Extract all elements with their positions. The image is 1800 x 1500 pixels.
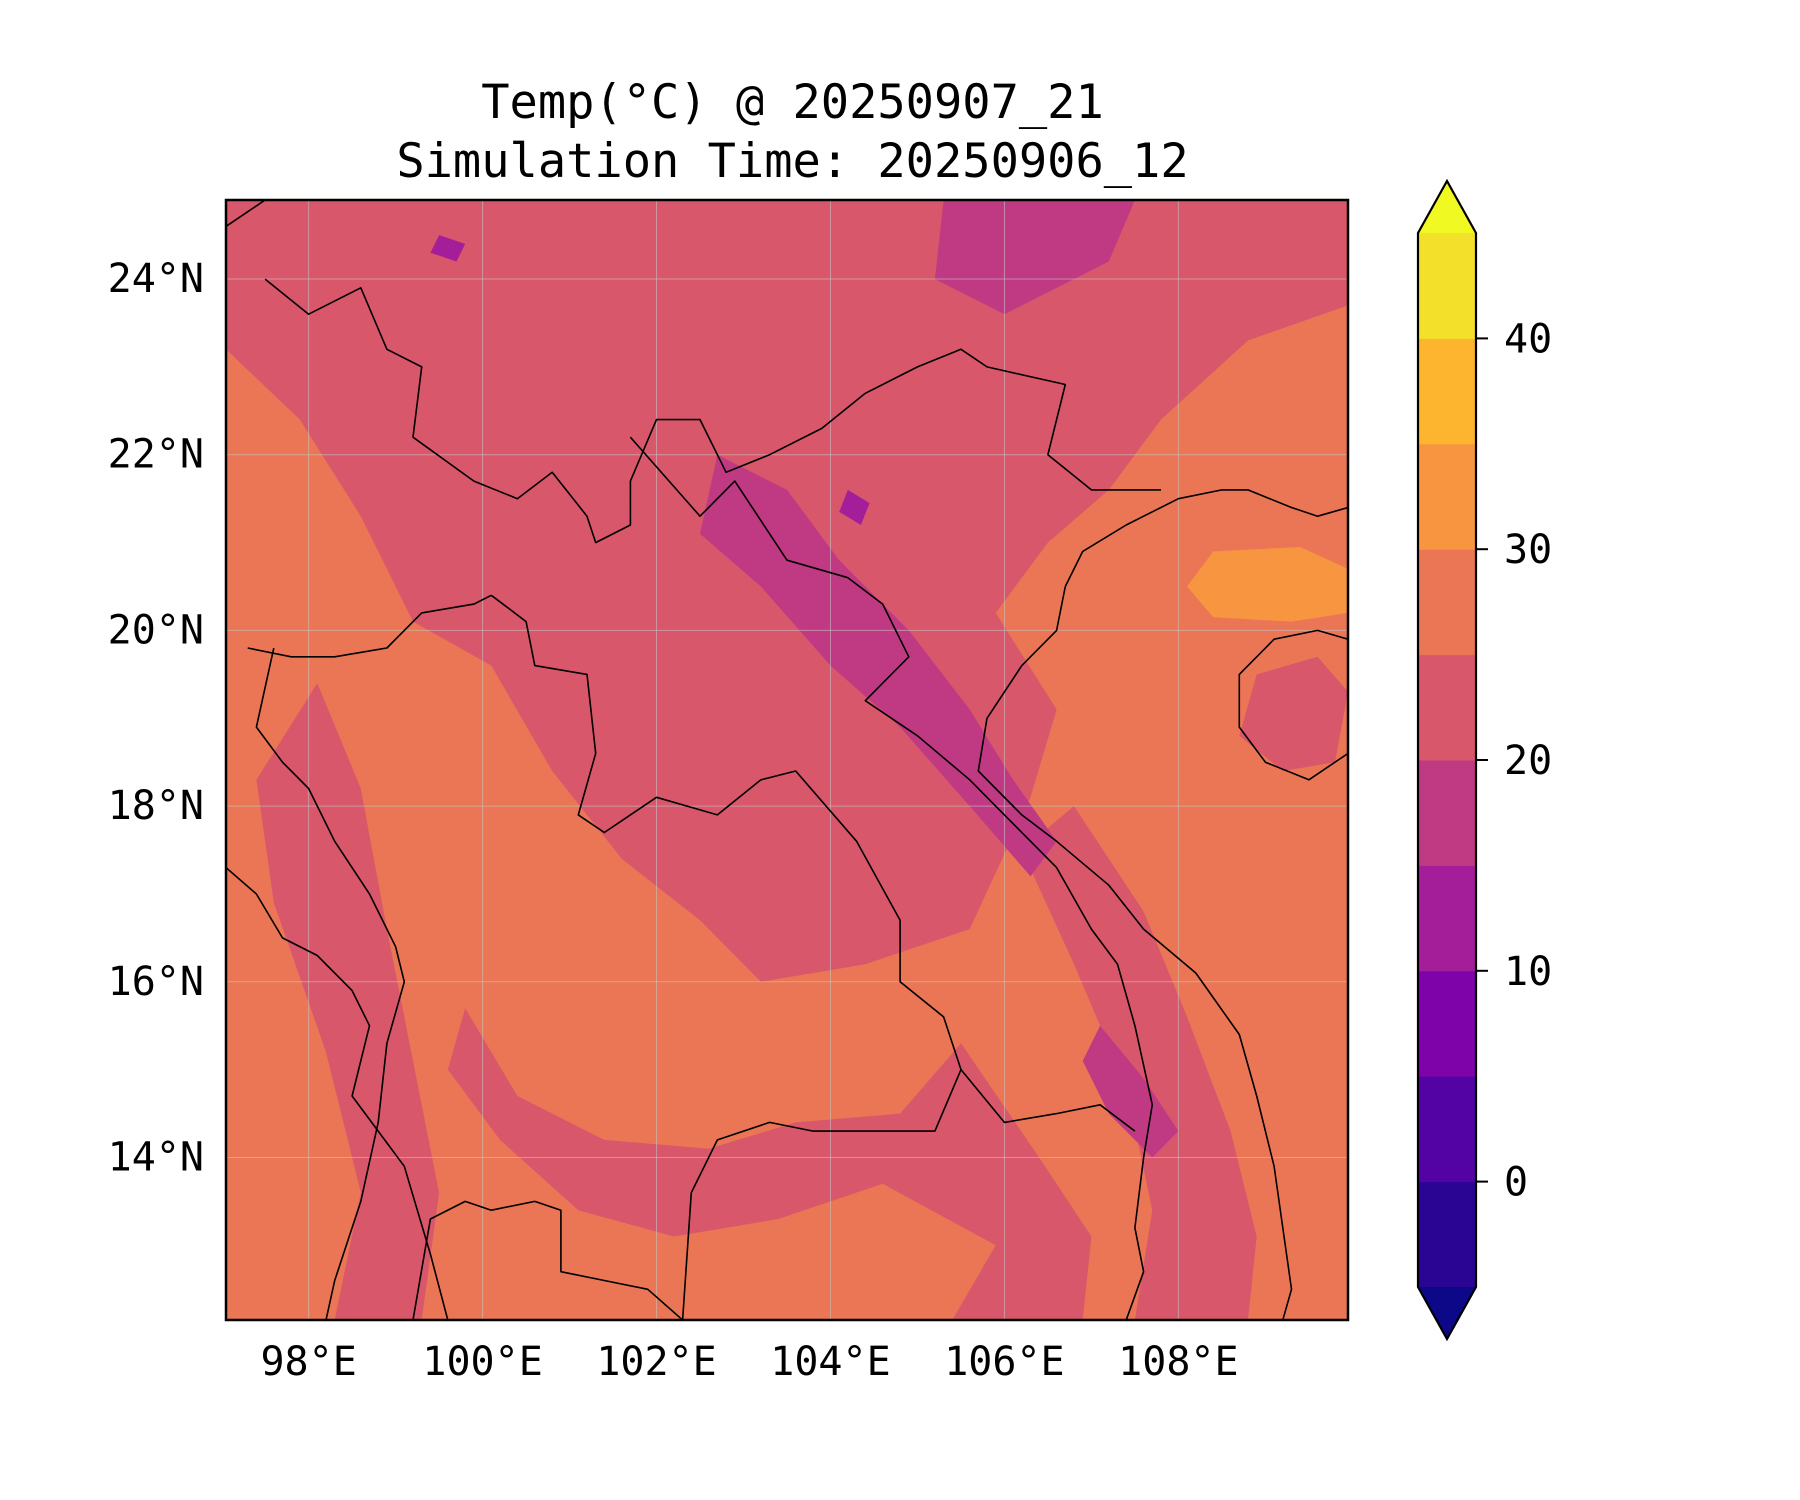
colorbar-band xyxy=(1418,654,1476,761)
lat-tick-label: 16°N xyxy=(108,959,204,1005)
colorbar-tick-label: 10 xyxy=(1504,949,1552,995)
country-border-7 xyxy=(255,647,406,1320)
colorbar-tick-label: 40 xyxy=(1504,316,1552,362)
coastline-north xyxy=(1064,489,1348,587)
lat-tick-label: 18°N xyxy=(108,783,204,829)
colorbar-extend-over xyxy=(1418,181,1476,233)
colorbar-band xyxy=(1418,233,1476,339)
country-border-0 xyxy=(226,200,266,228)
colorbar-outline xyxy=(1416,178,1478,1342)
lon-tick-label: 106°E xyxy=(944,1339,1064,1385)
country-border-3 xyxy=(629,436,1154,1320)
colorbar-band xyxy=(1418,970,1476,1077)
contour-region-cool-northeast xyxy=(934,200,1135,315)
lon-tick-label: 102°E xyxy=(596,1339,716,1385)
lon-tick-label: 98°E xyxy=(260,1339,356,1385)
country-border-1 xyxy=(264,278,1161,544)
lon-tick-label: 108°E xyxy=(1118,1339,1238,1385)
axis-ticks: 98°E 100°E 102°E 104°E 106°E 108°E 14°N 16°N 18°… xyxy=(108,256,1239,1385)
country-border-2 xyxy=(490,594,962,1320)
colorbar-band xyxy=(1418,1181,1476,1288)
map-frame xyxy=(224,198,1350,1322)
contour-region-annam-range xyxy=(1021,806,1257,1320)
gulf-of-thailand-coast xyxy=(412,1200,684,1320)
contour-region-dark-spot-laos xyxy=(839,489,870,525)
country-border-4 xyxy=(960,1069,1136,1132)
contour-region-mid-belt xyxy=(447,1008,1092,1320)
contour-region-hainan-interior xyxy=(1239,656,1348,771)
colorbar-tick-label: 20 xyxy=(1504,738,1552,784)
map-area xyxy=(226,200,1348,1320)
colorbar-band xyxy=(1418,865,1476,972)
contour-region-dark-spot-north xyxy=(430,235,466,262)
lon-tick-label: 100°E xyxy=(422,1339,542,1385)
contour-region-warm-gulf xyxy=(1187,547,1348,622)
colorbar-tick-label: 30 xyxy=(1504,527,1552,573)
contour-region-west-strip xyxy=(256,683,440,1320)
colorbar-band xyxy=(1418,338,1476,445)
title-line-2: Simulation Time: 20250906_12 xyxy=(396,134,1189,189)
coastline xyxy=(977,586,1293,1320)
lat-tick-label: 20°N xyxy=(108,607,204,653)
colorbar: 0 10 20 30 40 xyxy=(1416,178,1552,1342)
colorbar-extend-under xyxy=(1418,1287,1476,1339)
lat-tick-label: 24°N xyxy=(108,256,204,302)
colorbar-tick-label: 0 xyxy=(1504,1160,1528,1206)
lat-tick-label: 14°N xyxy=(108,1134,204,1180)
title-line-1: Temp(°C) @ 20250907_21 xyxy=(481,75,1104,130)
lat-tick-label: 22°N xyxy=(108,432,204,478)
hainan-coastline xyxy=(1238,629,1348,781)
colorbar-band xyxy=(1418,443,1476,550)
country-border-6 xyxy=(226,866,449,1320)
colorbar-band xyxy=(1418,549,1476,656)
lon-tick-label: 104°E xyxy=(770,1339,890,1385)
contour-region-cool-annam xyxy=(1082,1025,1179,1158)
colorbar-band xyxy=(1418,760,1476,866)
country-border-5 xyxy=(247,594,492,658)
colorbar-band xyxy=(1418,1076,1476,1183)
